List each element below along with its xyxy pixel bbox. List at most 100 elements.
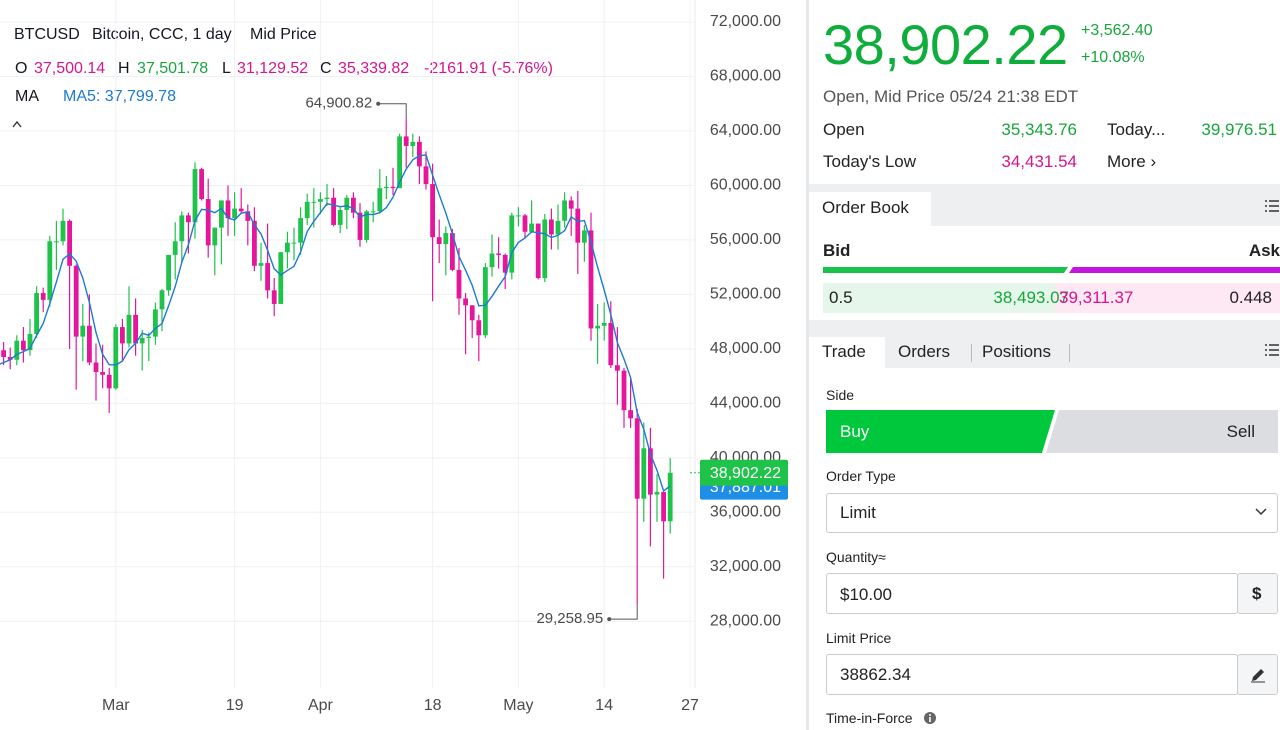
- candle-body: [337, 209, 343, 225]
- order-type-select[interactable]: [826, 493, 1278, 533]
- candle-body: [27, 333, 33, 351]
- candle-body: [608, 322, 614, 366]
- field-label: Quantity≈: [826, 549, 886, 565]
- candle-body: [496, 253, 501, 255]
- candle-body: [67, 220, 72, 266]
- tab[interactable]: Orders: [898, 342, 950, 361]
- candle-body: [502, 254, 508, 273]
- candle-body: [47, 241, 53, 300]
- candle-body: [166, 254, 171, 291]
- field-label: Order Type: [826, 468, 896, 484]
- annotation-dot: [607, 617, 612, 622]
- candle-body: [7, 357, 13, 360]
- candle-body: [384, 186, 389, 189]
- field-label: Time-in-Force: [826, 710, 913, 726]
- candle-body: [311, 201, 317, 203]
- candle-body: [54, 241, 59, 243]
- symbol: BTCUSD: [14, 26, 80, 43]
- stat-label: Today's Low: [823, 152, 917, 171]
- ohlc-label: O: [15, 60, 27, 77]
- candle-body: [120, 327, 125, 344]
- stat-label: Open: [823, 120, 865, 139]
- candle-body: [113, 327, 119, 389]
- candle-body: [661, 491, 666, 522]
- candle-body: [509, 215, 515, 273]
- candle-body: [628, 410, 633, 419]
- x-tick-label: 27: [681, 697, 699, 714]
- unit-button[interactable]: [1237, 573, 1278, 614]
- candle-body: [516, 215, 521, 217]
- candle-body: [397, 136, 402, 189]
- candle-body: [298, 218, 303, 243]
- candle-body: [21, 340, 26, 351]
- info-icon[interactable]: [923, 711, 937, 725]
- candle-body: [522, 215, 528, 232]
- tab[interactable]: Order Book: [822, 198, 909, 217]
- candle-body: [621, 370, 627, 411]
- tab[interactable]: Trade: [822, 342, 866, 361]
- sell-button[interactable]: Sell: [1226, 422, 1255, 441]
- more-link[interactable]: More ›: [1107, 152, 1157, 171]
- candle-body: [212, 227, 218, 246]
- candle-body: [278, 252, 284, 304]
- candle-body: [430, 184, 435, 238]
- candle-body: [582, 230, 587, 243]
- depth-bar: [823, 267, 1280, 273]
- candle-body: [40, 293, 46, 300]
- candle-body: [654, 491, 660, 495]
- stat-value: 39,976.51: [1201, 120, 1277, 139]
- y-tick-label: 28,000.00: [710, 612, 781, 629]
- candle-body: [245, 211, 251, 221]
- candle-body: [93, 362, 99, 373]
- candle-body: [357, 212, 363, 240]
- ohlc-value: 35,339.82: [338, 60, 409, 77]
- candle-body: [271, 290, 277, 304]
- candle-body: [410, 141, 416, 146]
- candle-body: [351, 197, 356, 213]
- candle-body: [285, 242, 290, 253]
- candle-body: [403, 136, 409, 146]
- tab-bg: [809, 337, 885, 368]
- description: Bitcoin, CCC, 1 day: [92, 26, 232, 43]
- separator: [1069, 344, 1070, 362]
- y-tick-label: 48,000.00: [710, 340, 781, 357]
- quantity-input[interactable]: [826, 573, 1238, 614]
- menu-icon[interactable]: [1265, 344, 1279, 356]
- bid-header: Bid: [823, 241, 851, 260]
- candle-body: [436, 237, 442, 245]
- candle-body: [324, 197, 330, 200]
- candle-body: [568, 200, 574, 209]
- candle-body: [469, 305, 475, 321]
- field-label: Side: [826, 387, 855, 403]
- price-label-bg: [700, 459, 788, 486]
- candle-body: [390, 186, 396, 189]
- limit-price-input[interactable]: [826, 654, 1238, 695]
- candle-body: [133, 314, 138, 344]
- candle-body: [291, 242, 297, 244]
- side-panel: 38,902.22 +3,562.40 +10.08% Open, Mid Pr…: [806, 0, 1280, 730]
- tab[interactable]: Positions: [982, 342, 1051, 361]
- candle-body: [423, 166, 429, 185]
- order-type: Limit: [840, 503, 876, 522]
- candle-body: [634, 418, 640, 499]
- side-toggle: [826, 410, 1278, 453]
- field-label: Limit Price: [826, 630, 892, 646]
- price-type: Mid Price: [250, 26, 317, 43]
- ohlc-label: L: [222, 60, 231, 77]
- candle-body: [463, 298, 468, 306]
- candle-body: [542, 219, 548, 279]
- candle-body: [172, 241, 178, 255]
- candle-body: [641, 448, 647, 499]
- candle-body: [575, 208, 581, 243]
- candle-body: [14, 340, 20, 360]
- candle-body: [615, 365, 620, 371]
- buy-button[interactable]: Buy: [840, 422, 870, 441]
- ask-price: 39,311.37: [1059, 288, 1134, 307]
- x-tick-label: May: [503, 697, 533, 714]
- candle-body: [595, 325, 600, 329]
- menu-icon[interactable]: [1265, 200, 1279, 212]
- y-tick-label: 32,000.00: [710, 558, 781, 575]
- ask-header: Ask: [1248, 241, 1280, 260]
- collapse-icon[interactable]: [12, 120, 22, 128]
